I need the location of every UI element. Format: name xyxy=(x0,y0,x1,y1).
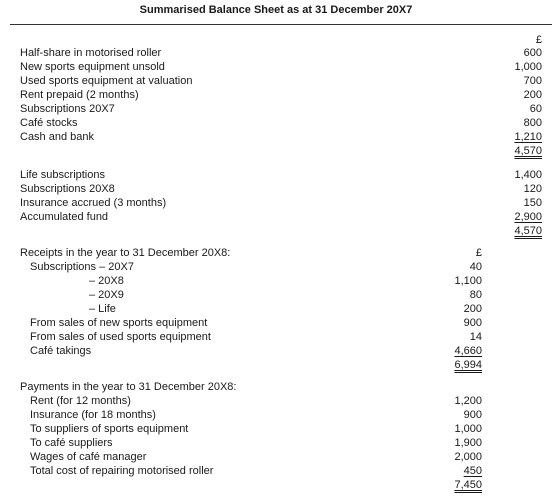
currency-symbol: £ xyxy=(475,247,482,259)
table-row: Rent prepaid (2 months) 200 xyxy=(0,88,552,102)
asset-value: 60 xyxy=(529,103,542,115)
total-row: 4,570 xyxy=(0,144,552,158)
receipt-label: – 20X9 xyxy=(89,289,124,301)
table-row: Subscriptions 20X7 60 xyxy=(0,102,552,116)
payment-label: To suppliers of sports equipment xyxy=(30,423,189,435)
asset-value: 600 xyxy=(523,47,542,59)
currency-symbol: £ xyxy=(535,34,542,46)
total-row: 4,570 xyxy=(0,224,552,238)
payment-value: 450 xyxy=(463,465,482,477)
asset-label: Used sports equipment at valuation xyxy=(20,75,193,87)
payments-heading: Payments in the year to 31 December 20X8… xyxy=(20,381,237,393)
table-row: Used sports equipment at valuation 700 xyxy=(0,74,552,88)
payment-value: 1,900 xyxy=(454,437,482,449)
receipt-value: 80 xyxy=(469,289,482,301)
asset-value: 700 xyxy=(523,75,542,87)
liability-value: 120 xyxy=(523,183,542,195)
table-row: Life subscriptions 1,400 xyxy=(0,168,552,182)
table-row: Subscriptions – 20X7 40 xyxy=(0,260,552,274)
table-row: Café stocks 800 xyxy=(0,116,552,130)
payment-value: 2,000 xyxy=(454,451,482,463)
table-row: Rent (for 12 months) 1,200 xyxy=(0,394,552,408)
table-row: Cash and bank 1,210 xyxy=(0,130,552,144)
asset-value: 1,000 xyxy=(514,61,542,73)
asset-label: New sports equipment unsold xyxy=(20,61,165,73)
table-row: Café takings 4,660 xyxy=(0,344,552,358)
table-row: To café suppliers 1,900 xyxy=(0,436,552,450)
receipt-value: 4,660 xyxy=(454,345,482,357)
table-row: – 20X9 80 xyxy=(0,288,552,302)
title-divider xyxy=(10,24,552,25)
liabilities-total: 4,570 xyxy=(514,225,542,237)
liability-label: Subscriptions 20X8 xyxy=(20,183,115,195)
payment-label: Rent (for 12 months) xyxy=(30,395,131,407)
receipts-total: 6,994 xyxy=(454,359,482,371)
liability-label: Accumulated fund xyxy=(20,211,109,223)
table-row: To suppliers of sports equipment 1,000 xyxy=(0,422,552,436)
asset-label: Rent prepaid (2 months) xyxy=(20,89,139,101)
asset-value: 200 xyxy=(523,89,542,101)
receipt-label: From sales of new sports equipment xyxy=(30,317,208,329)
payment-label: To café suppliers xyxy=(30,437,113,449)
receipt-value: 14 xyxy=(469,331,482,343)
table-row: Insurance accrued (3 months) 150 xyxy=(0,196,552,210)
receipt-value: 200 xyxy=(463,303,482,315)
receipt-value: 1,100 xyxy=(454,275,482,287)
asset-label: Subscriptions 20X7 xyxy=(20,103,115,115)
table-row: Total cost of repairing motorised roller… xyxy=(0,464,552,478)
payment-value: 1,200 xyxy=(454,395,482,407)
liability-value: 150 xyxy=(523,197,542,209)
payment-label: Wages of café manager xyxy=(30,451,147,463)
receipt-label: – 20X8 xyxy=(89,275,124,287)
asset-label: Café stocks xyxy=(20,117,78,129)
receipt-value: 40 xyxy=(469,261,482,273)
currency-header-row: £ xyxy=(0,33,552,47)
payment-label: Total cost of repairing motorised roller xyxy=(30,465,214,477)
receipt-label: Café takings xyxy=(30,345,92,357)
receipts-heading-row: Receipts in the year to 31 December 20X8… xyxy=(0,246,552,260)
payment-label: Insurance (for 18 months) xyxy=(30,409,156,421)
table-row: Wages of café manager 2,000 xyxy=(0,450,552,464)
receipt-value: 900 xyxy=(463,317,482,329)
total-row: 6,994 xyxy=(0,358,552,372)
payment-value: 1,000 xyxy=(454,423,482,435)
asset-label: Cash and bank xyxy=(20,131,94,143)
liability-label: Life subscriptions xyxy=(20,169,105,181)
liability-value: 1,400 xyxy=(514,169,542,181)
asset-value: 800 xyxy=(523,117,542,129)
receipt-label: Subscriptions – 20X7 xyxy=(30,261,134,273)
table-row: From sales of new sports equipment 900 xyxy=(0,316,552,330)
table-row: Accumulated fund 2,900 xyxy=(0,210,552,224)
asset-label: Half-share in motorised roller xyxy=(20,47,162,59)
table-row: Insurance (for 18 months) 900 xyxy=(0,408,552,422)
document-title: Summarised Balance Sheet as at 31 Decemb… xyxy=(139,4,413,16)
receipt-label: – Life xyxy=(89,303,116,315)
table-row: – Life 200 xyxy=(0,302,552,316)
payments-heading-row: Payments in the year to 31 December 20X8… xyxy=(0,380,552,394)
table-row: New sports equipment unsold 1,000 xyxy=(0,60,552,74)
table-row: – 20X8 1,100 xyxy=(0,274,552,288)
total-row: 7,450 xyxy=(0,478,552,492)
receipt-label: From sales of used sports equipment xyxy=(30,331,211,343)
liability-label: Insurance accrued (3 months) xyxy=(20,197,167,209)
payment-value: 900 xyxy=(463,409,482,421)
payments-total: 7,450 xyxy=(454,479,482,491)
assets-total: 4,570 xyxy=(514,145,542,157)
table-row: Subscriptions 20X8 120 xyxy=(0,182,552,196)
table-row: Half-share in motorised roller 600 xyxy=(0,46,552,60)
table-row: From sales of used sports equipment 14 xyxy=(0,330,552,344)
asset-value: 1,210 xyxy=(514,131,542,143)
receipts-heading: Receipts in the year to 31 December 20X8… xyxy=(20,247,231,259)
liability-value: 2,900 xyxy=(514,211,542,223)
